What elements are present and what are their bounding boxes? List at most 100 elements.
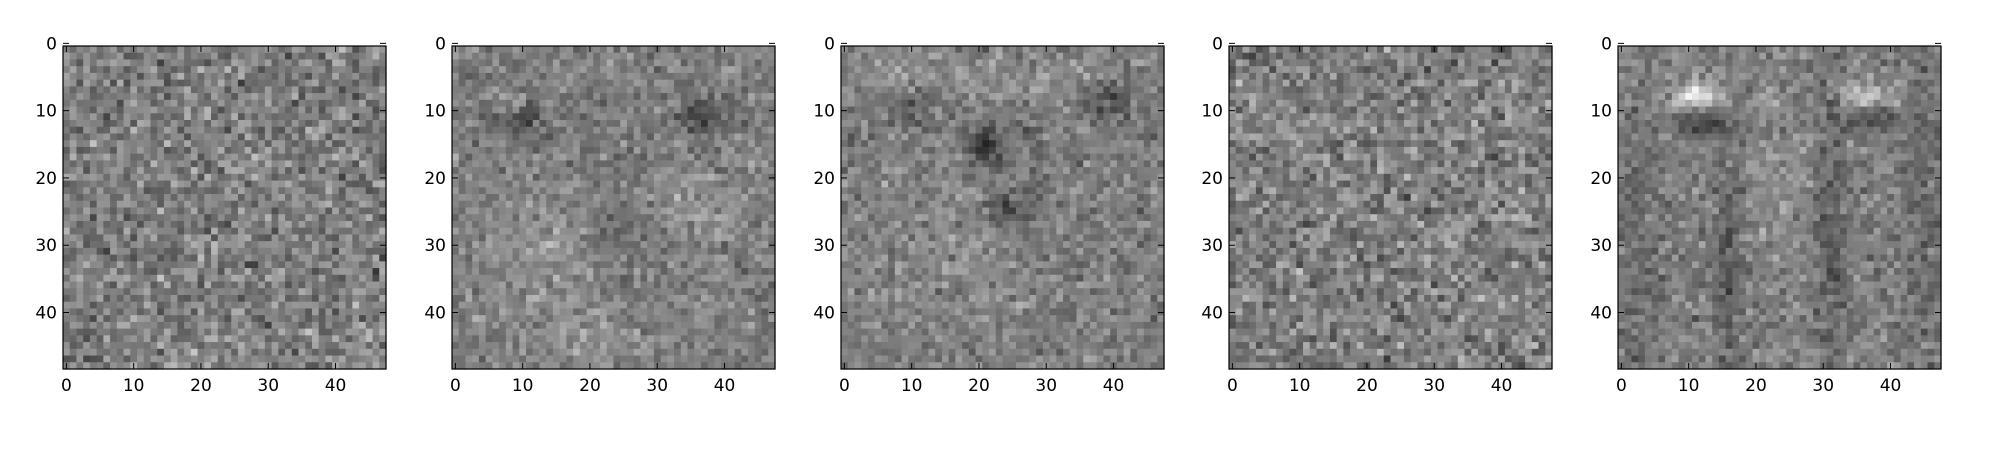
heatmap-cell xyxy=(499,315,507,323)
heatmap-cell xyxy=(721,261,729,269)
heatmap-cell xyxy=(734,133,742,141)
heatmap-cell xyxy=(338,261,347,269)
heatmap-cell xyxy=(861,86,869,94)
heatmap-cell xyxy=(532,214,541,222)
heatmap-cell xyxy=(707,308,716,316)
heatmap-cell xyxy=(318,220,327,229)
heatmap-cell xyxy=(505,126,514,135)
heatmap-cell xyxy=(163,268,172,276)
heatmap-cell xyxy=(485,308,493,316)
heatmap-cell xyxy=(579,247,588,256)
heatmap-cell xyxy=(1015,66,1024,74)
heatmap-cell xyxy=(613,93,621,101)
heatmap-cell xyxy=(552,328,561,336)
heatmap-cell xyxy=(123,180,131,188)
heatmap-cell xyxy=(285,187,293,195)
heatmap-cell xyxy=(285,274,293,283)
heatmap-cell xyxy=(768,315,776,323)
heatmap-cell xyxy=(197,301,205,310)
heatmap-cell xyxy=(566,187,574,195)
heatmap-cell xyxy=(559,288,567,296)
heatmap-cell xyxy=(600,79,608,87)
heatmap-cell xyxy=(89,126,98,135)
heatmap-cell xyxy=(76,308,84,316)
heatmap-cell xyxy=(1103,79,1111,87)
heatmap-cell xyxy=(150,308,158,316)
heatmap-cell xyxy=(137,328,145,336)
heatmap-cell xyxy=(472,140,480,148)
heatmap-cell xyxy=(291,362,300,370)
heatmap-cell xyxy=(83,268,91,276)
heatmap-cell xyxy=(674,86,682,94)
heatmap-cell xyxy=(251,207,259,215)
heatmap-cell xyxy=(204,79,212,87)
heatmap-cell xyxy=(626,321,635,330)
heatmap-cell xyxy=(224,133,232,141)
heatmap-cell xyxy=(928,72,936,81)
heatmap-cell xyxy=(116,79,125,87)
heatmap-cell xyxy=(667,301,675,310)
heatmap-cell xyxy=(546,200,554,209)
heatmap-cell xyxy=(754,180,763,188)
heatmap-cell xyxy=(694,86,702,94)
heatmap-cell xyxy=(915,59,923,67)
heatmap-cell xyxy=(305,308,313,316)
heatmap-cell xyxy=(63,207,71,215)
heatmap-cell xyxy=(485,328,493,336)
heatmap-cell xyxy=(465,335,473,343)
heatmap-cell xyxy=(519,281,527,289)
heatmap-cell xyxy=(647,308,655,316)
heatmap-cell xyxy=(345,301,353,310)
heatmap-cell xyxy=(116,99,125,108)
heatmap-cell xyxy=(687,66,695,74)
heatmap-cell xyxy=(123,173,131,182)
heatmap-cell xyxy=(512,133,520,141)
heatmap-cell xyxy=(197,160,205,168)
heatmap-cell xyxy=(559,261,567,269)
heatmap-cell xyxy=(251,140,259,148)
heatmap-cell xyxy=(579,321,588,330)
heatmap-cell xyxy=(190,274,199,283)
heatmap-cell xyxy=(499,288,507,296)
heatmap-cell xyxy=(338,268,347,276)
heatmap-cell xyxy=(305,200,313,209)
heatmap-cell xyxy=(231,140,239,148)
heatmap-cell xyxy=(653,146,662,155)
heatmap-cell xyxy=(1076,46,1084,54)
heatmap-cell xyxy=(874,72,882,81)
heatmap-cell xyxy=(258,59,266,67)
heatmap-cell xyxy=(613,106,621,114)
heatmap-cell xyxy=(116,335,125,343)
heatmap-cell xyxy=(505,342,514,350)
heatmap-cell xyxy=(231,93,239,101)
heatmap-cell xyxy=(478,146,487,155)
heatmap-cell xyxy=(83,140,91,148)
heatmap-cell xyxy=(700,220,709,229)
heatmap-cell xyxy=(768,194,776,202)
heatmap-cell xyxy=(103,194,111,202)
heatmap-cell xyxy=(96,160,104,168)
heatmap-cell xyxy=(63,86,71,94)
heatmap-cell xyxy=(177,173,185,182)
heatmap-cell xyxy=(640,301,648,310)
heatmap-cell xyxy=(485,362,493,370)
heatmap-cell xyxy=(667,106,675,114)
heatmap-cell xyxy=(365,362,374,370)
heatmap-cell xyxy=(271,52,279,61)
heatmap-cell xyxy=(620,106,628,114)
heatmap-cell xyxy=(278,227,286,236)
heatmap-cell xyxy=(552,153,561,161)
heatmap-cell xyxy=(640,79,648,87)
heatmap-cell xyxy=(458,187,467,195)
heatmap-cell xyxy=(137,261,145,269)
heatmap-cell xyxy=(278,106,286,114)
heatmap-cell xyxy=(190,268,199,276)
heatmap-cell xyxy=(123,220,131,229)
heatmap-cell xyxy=(137,66,145,74)
heatmap-cell xyxy=(237,52,246,61)
heatmap-cell xyxy=(626,194,635,202)
heatmap-cell xyxy=(452,52,460,61)
heatmap-cell xyxy=(130,301,138,310)
heatmap-cell xyxy=(217,301,226,310)
heatmap-cell xyxy=(291,301,300,310)
